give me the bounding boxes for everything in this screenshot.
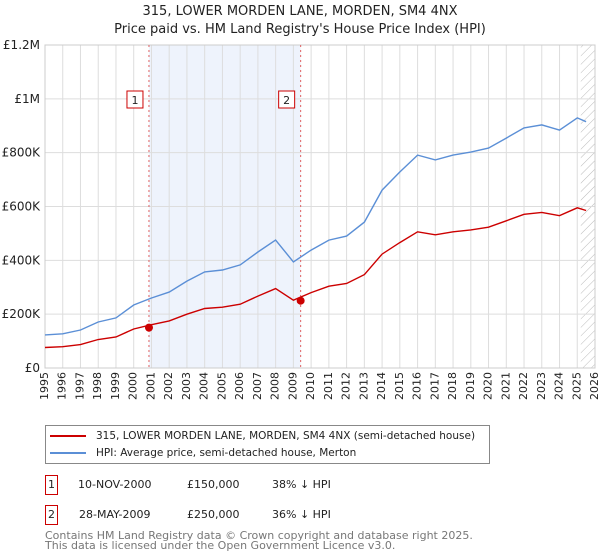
series-line: [44, 207, 587, 349]
x-tick-label: 1999: [109, 372, 122, 400]
x-tick-label: 1998: [91, 372, 104, 400]
x-tick-label: 2016: [411, 372, 424, 400]
footer: Contains HM Land Registry data © Crown c…: [45, 529, 473, 552]
x-tick-label: 2014: [375, 372, 388, 400]
sale-marker: 1: [45, 475, 58, 495]
sale-price: £150,000: [187, 478, 240, 491]
sale-marker: 2: [45, 505, 58, 525]
sale-price: £250,000: [187, 508, 240, 521]
x-tick-label: 2018: [446, 372, 459, 400]
chart-subtitle: Price paid vs. HM Land Registry's House …: [114, 22, 486, 37]
plot-border: [44, 44, 596, 369]
x-tick-label: 2011: [322, 372, 335, 400]
x-tick-label: 2013: [357, 372, 370, 400]
x-tick-label: 1997: [73, 372, 86, 400]
series-line: [44, 117, 587, 336]
x-tick-label: 2026: [588, 372, 600, 400]
sale-hpi: 36% ↓ HPI: [272, 508, 331, 521]
x-tick-label: 2019: [464, 372, 477, 400]
sale-date: 28-MAY-2009: [79, 508, 151, 521]
sale-label: 2: [283, 94, 290, 107]
x-tick-label: 2023: [535, 372, 548, 400]
plot-area: 1995 1996 1997 1998 1999 2000 2001 2002 2003 2004…: [2, 38, 600, 400]
sale-point: [296, 296, 305, 305]
x-tick-label: 2004: [198, 372, 211, 400]
x-tick-label: 2024: [553, 372, 566, 400]
sale-point: [144, 323, 153, 332]
x-tick-label: 1996: [56, 372, 69, 400]
x-tick-label: 2007: [251, 372, 264, 400]
x-tick-label: 2005: [215, 372, 228, 400]
sale-hpi: 38% ↓ HPI: [272, 478, 331, 491]
sale-row: 1 10-NOV-2000 £150,000 38% ↓ HPI: [45, 475, 445, 495]
sale-label: 1: [131, 94, 138, 107]
x-tick-label: 2015: [393, 372, 406, 400]
legend-label-price: 315, LOWER MORDEN LANE, MORDEN, SM4 4NX …: [96, 430, 476, 442]
chart-title: 315, LOWER MORDEN LANE, MORDEN, SM4 4NX: [142, 4, 458, 19]
y-tick-label: £1M: [14, 92, 40, 106]
sale-label-box: [126, 90, 144, 109]
footer-line-1: Contains HM Land Registry data © Crown c…: [45, 529, 473, 542]
x-tick-label: 2020: [482, 372, 495, 400]
legend-swatch-hpi: [50, 452, 86, 454]
legend-label-hpi: HPI: Average price, semi-detached house,…: [96, 447, 357, 459]
y-tick-label: £200K: [2, 307, 42, 321]
x-tick-label: 2002: [162, 372, 175, 400]
x-tick-label: 2006: [233, 372, 246, 400]
x-tick-label: 2001: [144, 372, 157, 400]
x-tick-label: 2022: [517, 372, 530, 400]
x-tick-label: 2003: [180, 372, 193, 400]
sale-row: 2 28-MAY-2009 £250,000 36% ↓ HPI: [45, 505, 445, 525]
x-tick-label: 2021: [499, 372, 512, 400]
legend-swatch-price: [50, 435, 86, 437]
x-tick-label: 2008: [269, 372, 282, 400]
x-tick-label: 2000: [127, 372, 140, 400]
sale-date: 10-NOV-2000: [78, 478, 152, 491]
x-tick-label: 2012: [340, 372, 353, 400]
footer-line-2: This data is licensed under the Open Gov…: [45, 539, 396, 552]
y-tick-label: £0: [25, 361, 40, 375]
y-tick-label: £1.2M: [3, 38, 40, 52]
x-tick-label: 1995: [38, 372, 51, 400]
x-tick-label: 2017: [428, 372, 441, 400]
x-tick-label: 2010: [304, 372, 317, 400]
y-tick-label: £600K: [2, 200, 42, 214]
y-tick-label: £800K: [2, 146, 42, 160]
sale-label-box: [278, 90, 296, 109]
legend: 315, LOWER MORDEN LANE, MORDEN, SM4 4NX …: [45, 425, 490, 464]
y-tick-label: £400K: [2, 253, 42, 267]
x-tick-label: 2009: [286, 372, 299, 400]
x-tick-label: 2025: [570, 372, 583, 400]
